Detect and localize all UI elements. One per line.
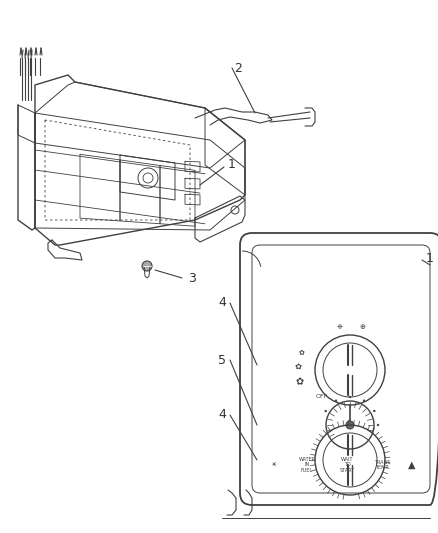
Text: ✿: ✿ bbox=[296, 377, 304, 387]
Circle shape bbox=[335, 400, 337, 402]
Text: ✿: ✿ bbox=[299, 349, 305, 355]
Text: 4: 4 bbox=[218, 296, 226, 310]
Text: TRANS
TEMP: TRANS TEMP bbox=[374, 459, 390, 471]
Text: 2: 2 bbox=[234, 61, 242, 75]
Text: 5: 5 bbox=[218, 353, 226, 367]
Text: ☀: ☀ bbox=[271, 462, 277, 468]
Circle shape bbox=[377, 424, 379, 426]
Text: 4: 4 bbox=[218, 408, 226, 422]
Circle shape bbox=[363, 400, 365, 402]
Text: OFF: OFF bbox=[316, 394, 328, 400]
Text: WAIT
TO
START: WAIT TO START bbox=[339, 457, 355, 473]
Text: 3: 3 bbox=[188, 271, 196, 285]
Circle shape bbox=[142, 261, 152, 271]
Text: ▲: ▲ bbox=[408, 460, 416, 470]
Circle shape bbox=[325, 410, 327, 412]
Circle shape bbox=[373, 410, 375, 412]
Text: ❉: ❉ bbox=[337, 324, 343, 330]
Circle shape bbox=[346, 421, 354, 429]
Circle shape bbox=[349, 396, 351, 398]
Text: WATER
IN
FUEL: WATER IN FUEL bbox=[298, 457, 315, 473]
Text: ⊕: ⊕ bbox=[359, 324, 365, 330]
Text: ✿: ✿ bbox=[294, 361, 301, 370]
Text: 1: 1 bbox=[426, 252, 434, 264]
Text: 1: 1 bbox=[228, 158, 236, 172]
